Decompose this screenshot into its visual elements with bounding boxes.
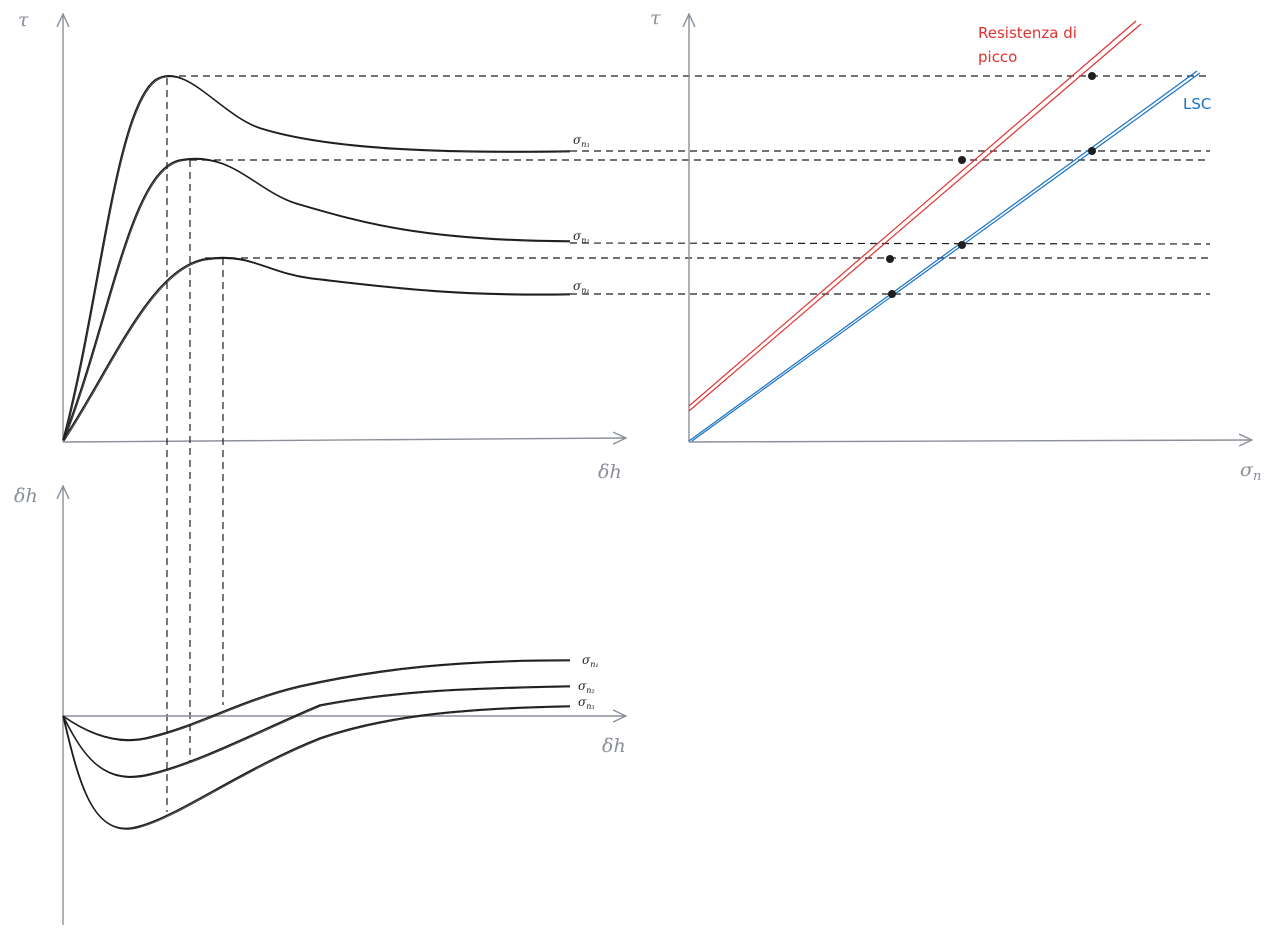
shear-curve-n3	[62, 74, 571, 442]
peak-point-n1	[886, 255, 894, 263]
peak-projection-lines	[166, 78, 224, 812]
displacement-axis	[62, 438, 626, 442]
vertical-displacement-axis-label: δh	[14, 485, 38, 507]
horizontal-displacement-axis-label: δh	[602, 735, 626, 757]
data-points	[886, 72, 1096, 298]
curve-label-n1: σn₁	[573, 279, 590, 295]
tau-axis-label: τ	[18, 9, 29, 31]
dilatancy-label-n1: σn₁	[582, 653, 599, 669]
peak-strength-label: Resistenza di	[978, 24, 1077, 42]
dilatancy-curve-n1	[62, 659, 571, 742]
peak-point-n3	[1088, 72, 1096, 80]
residual-point-n2	[958, 241, 966, 249]
peak-strength-line	[688, 20, 1142, 412]
residual-point-n3	[1088, 147, 1096, 155]
displacement-axis-label: δh	[598, 461, 622, 483]
lsc-label: LSC	[1183, 95, 1211, 113]
curve-label-n2: σn₂	[573, 229, 590, 245]
normal-stress-axis-label: σn	[1240, 459, 1261, 484]
dilatancy-panel: δh δh σn₁ σn₂ σn₃	[14, 485, 626, 925]
lsc-line	[688, 70, 1201, 442]
dilatancy-curve-n3	[62, 705, 571, 830]
normal-stress-axis	[688, 440, 1252, 442]
right-tau-axis-label: τ	[650, 7, 661, 29]
strength-envelope-panel: τ σn Resistenza di picco LSC	[650, 7, 1261, 484]
peak-strength-label-2: picco	[978, 48, 1017, 66]
shear-displacement-panel: τ δh σn₃ σn₂ σn₁	[18, 9, 626, 483]
residual-point-n1	[888, 290, 896, 298]
peak-point-n2	[958, 156, 966, 164]
dilatancy-label-n3: σn₃	[578, 695, 595, 711]
shear-curve-n1	[62, 256, 571, 442]
dilatancy-curve-n2	[62, 685, 571, 778]
dilatancy-label-n2: σn₂	[578, 679, 595, 695]
shear-curve-n2	[62, 157, 571, 442]
curve-label-n3: σn₃	[573, 133, 590, 149]
